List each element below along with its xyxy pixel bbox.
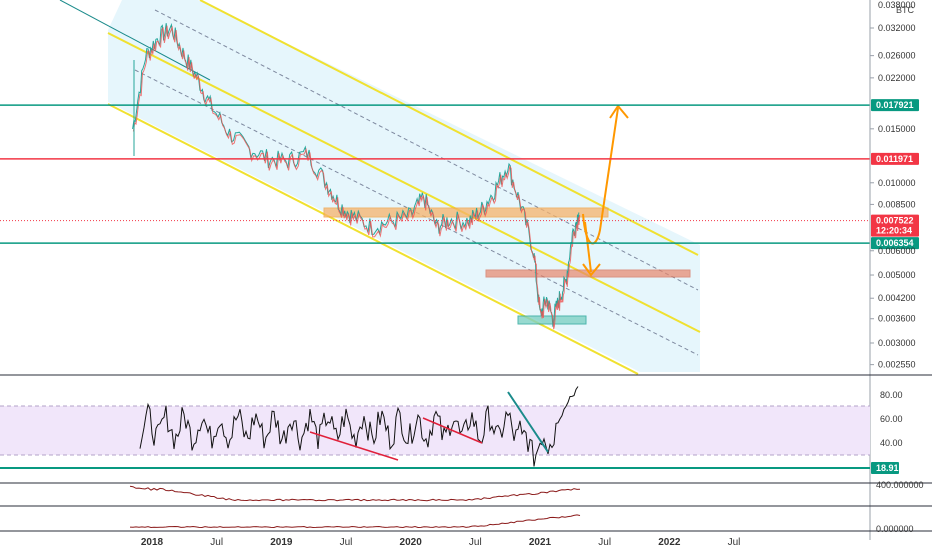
current-price-badge bbox=[871, 214, 919, 237]
indicator-panels bbox=[0, 482, 932, 532]
price-tick-label: 0.022000 bbox=[878, 73, 916, 83]
indicator-1-line bbox=[129, 485, 581, 502]
price-tick-label: 0.026000 bbox=[878, 51, 916, 61]
price-series bbox=[132, 22, 581, 330]
channel-lower-line bbox=[107, 103, 639, 375]
level-badge-label: 0.017921 bbox=[876, 100, 914, 110]
time-tick-label: 2019 bbox=[270, 537, 293, 548]
top-tick-label: 0.038000 bbox=[878, 0, 916, 10]
rsi-tick-label: 80.00 bbox=[880, 390, 903, 400]
price-tick-label: 0.006000 bbox=[878, 246, 916, 256]
rsi-support-label: 18.91 bbox=[876, 463, 899, 473]
forecast-up-arrowhead bbox=[609, 104, 629, 119]
resistance-zone bbox=[323, 207, 609, 218]
time-tick-label: 2022 bbox=[658, 537, 681, 548]
indicator-1-tick-label: 400.000000 bbox=[876, 480, 924, 490]
price-tick-label: 0.004200 bbox=[878, 293, 916, 303]
time-tick-label: Jul bbox=[210, 537, 223, 548]
rsi-panel bbox=[0, 374, 932, 469]
price-tick-label: 0.003000 bbox=[878, 338, 916, 348]
level-badge bbox=[871, 237, 919, 250]
price-tick-label: 0.005000 bbox=[878, 270, 916, 280]
current-price-label: 0.007522 bbox=[876, 216, 914, 226]
time-axis: 2018 Jul 2019 Jul 2020 Jul 2021 Jul 2022 Jul bbox=[141, 537, 741, 548]
descending-channel bbox=[59, 0, 701, 375]
level-badge bbox=[871, 99, 919, 112]
time-tick-label: 2020 bbox=[400, 537, 423, 548]
time-tick-label: 2021 bbox=[529, 537, 552, 548]
indicator-2-line bbox=[129, 514, 581, 529]
time-tick-label: Jul bbox=[598, 537, 611, 548]
level-badge-label: 0.006354 bbox=[876, 238, 914, 248]
price-tick-label: 0.008500 bbox=[878, 199, 916, 209]
rsi-axis: 80.00 60.00 40.00 18.91 bbox=[871, 390, 903, 474]
price-tick-label: 0.003600 bbox=[878, 314, 916, 324]
rsi-support-badge bbox=[871, 462, 899, 474]
rsi-tick-label: 40.00 bbox=[880, 438, 903, 448]
countdown-label: 12:20:34 bbox=[876, 226, 912, 236]
indicator-2-tick-label: 0.000000 bbox=[876, 524, 914, 534]
channel-fill bbox=[108, 0, 700, 372]
price-candles-line-down bbox=[132, 25, 581, 330]
time-tick-label: 2018 bbox=[141, 537, 164, 548]
price-tick-label: 0.015000 bbox=[878, 124, 916, 134]
channel-dash-upper bbox=[154, 9, 699, 291]
time-tick-label: Jul bbox=[728, 537, 741, 548]
channel-upper-line bbox=[199, 0, 699, 256]
level-badge bbox=[871, 152, 919, 165]
forecast-down-arrowhead bbox=[582, 263, 601, 277]
rsi-breakout-line bbox=[507, 391, 549, 453]
channel-middle-line bbox=[107, 32, 701, 333]
rsi-divergence-2 bbox=[422, 417, 483, 444]
rsi-line bbox=[139, 386, 579, 467]
long-trendline bbox=[59, 0, 211, 81]
level-badge-label: 0.011971 bbox=[876, 154, 913, 164]
forecast-down-arrow bbox=[584, 221, 592, 273]
price-tick-label: 0.002550 bbox=[878, 360, 916, 370]
price-tick-label: 0.032000 bbox=[878, 23, 916, 33]
time-tick-label: Jul bbox=[340, 537, 353, 548]
symbol-label: BTC bbox=[896, 5, 915, 15]
price-axis: 0.032000 0.026000 0.022000 0.015000 0.010000… bbox=[869, 0, 916, 540]
indicator-axis: 400.000000 0.000000 bbox=[876, 480, 924, 534]
rsi-divergence-1 bbox=[309, 431, 399, 461]
rsi-tick-label: 60.00 bbox=[880, 414, 903, 424]
price-tick-label: 0.010000 bbox=[878, 178, 916, 188]
time-tick-label: Jul bbox=[469, 537, 482, 548]
